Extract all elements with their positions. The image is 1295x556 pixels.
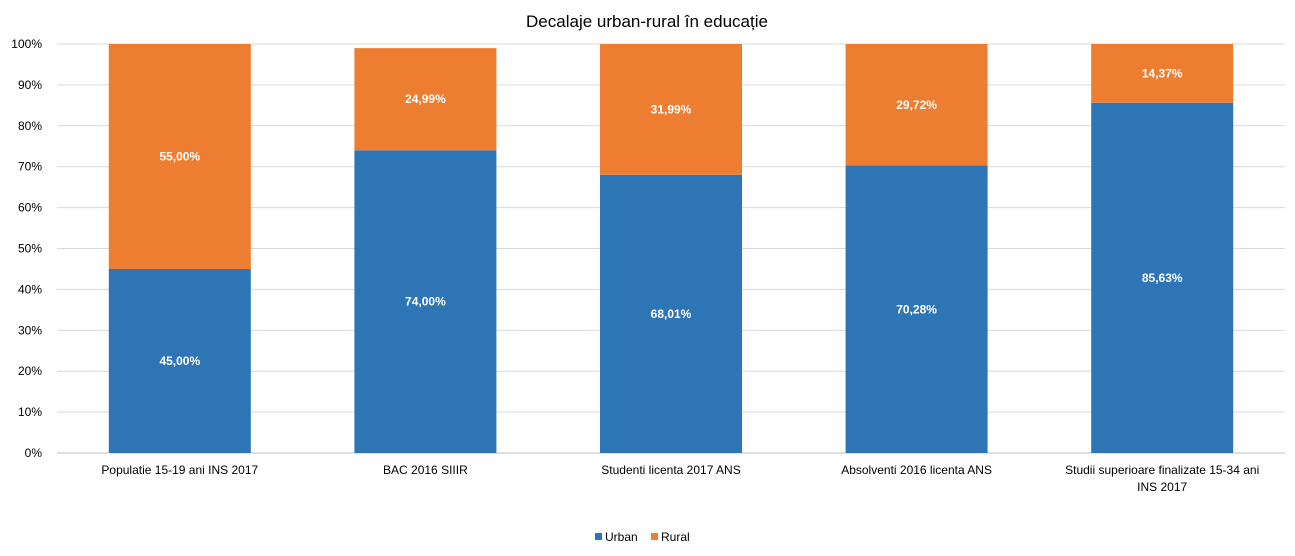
x-tick-label: Populatie 15-19 ani INS 2017 (101, 463, 258, 477)
y-tick-label: 40% (18, 282, 42, 296)
data-label-urban: 68,01% (651, 307, 692, 321)
y-axis-tick-labels: 0% 10% 20% 30% 40% 50% 60% 70% 80% 90% 100% (11, 37, 42, 460)
chart-title: Decalaje urban-rural în educație (526, 12, 768, 31)
data-label-urban: 74,00% (405, 295, 446, 309)
y-tick-label: 60% (18, 201, 42, 215)
y-tick-label: 90% (18, 78, 42, 92)
bar-urban (845, 165, 988, 453)
legend-label-urban: Urban (605, 530, 638, 544)
bar-urban (1091, 102, 1234, 453)
legend-swatch-rural (651, 533, 658, 540)
y-tick-label: 100% (11, 37, 42, 51)
bar-rural (845, 44, 988, 166)
y-tick-label: 50% (18, 242, 42, 256)
x-tick-label: INS 2017 (1137, 480, 1187, 494)
legend-swatch-urban (595, 533, 602, 540)
bar-rural (1091, 44, 1234, 103)
data-labels: 45,00% 55,00% 74,00% 24,99% 68,01% 31,99% 70,2… (159, 66, 1182, 368)
data-label-rural: 55,00% (159, 149, 200, 163)
y-tick-label: 0% (25, 446, 43, 460)
data-label-rural: 31,99% (651, 102, 692, 116)
bar-rural (108, 44, 251, 269)
y-tick-label: 70% (18, 160, 42, 174)
y-tick-label: 30% (18, 323, 42, 337)
bar-urban (354, 150, 497, 453)
data-label-rural: 29,72% (896, 98, 937, 112)
y-tick-label: 20% (18, 364, 42, 378)
data-label-urban: 45,00% (159, 354, 200, 368)
bar-rural (600, 44, 742, 175)
x-tick-label: BAC 2016 SIIIR (383, 463, 468, 477)
bar-urban (600, 174, 742, 453)
x-tick-label: Studenti licenta 2017 ANS (601, 463, 740, 477)
y-tick-label: 10% (18, 405, 42, 419)
data-label-urban: 70,28% (896, 302, 937, 316)
legend-label-rural: Rural (661, 530, 690, 544)
data-label-rural: 24,99% (405, 92, 446, 106)
bar-rural (354, 48, 497, 151)
y-tick-label: 80% (18, 119, 42, 133)
legend: Urban Rural (595, 530, 690, 544)
x-tick-label: Absolventi 2016 licenta ANS (841, 463, 992, 477)
bars (108, 44, 1234, 453)
data-label-rural: 14,37% (1142, 66, 1183, 80)
bar-urban (108, 268, 251, 453)
data-label-urban: 85,63% (1142, 271, 1183, 285)
x-tick-label: Studii superioare finalizate 15-34 ani (1065, 463, 1259, 477)
x-axis-tick-labels: Populatie 15-19 ani INS 2017 BAC 2016 SII… (101, 463, 1259, 494)
